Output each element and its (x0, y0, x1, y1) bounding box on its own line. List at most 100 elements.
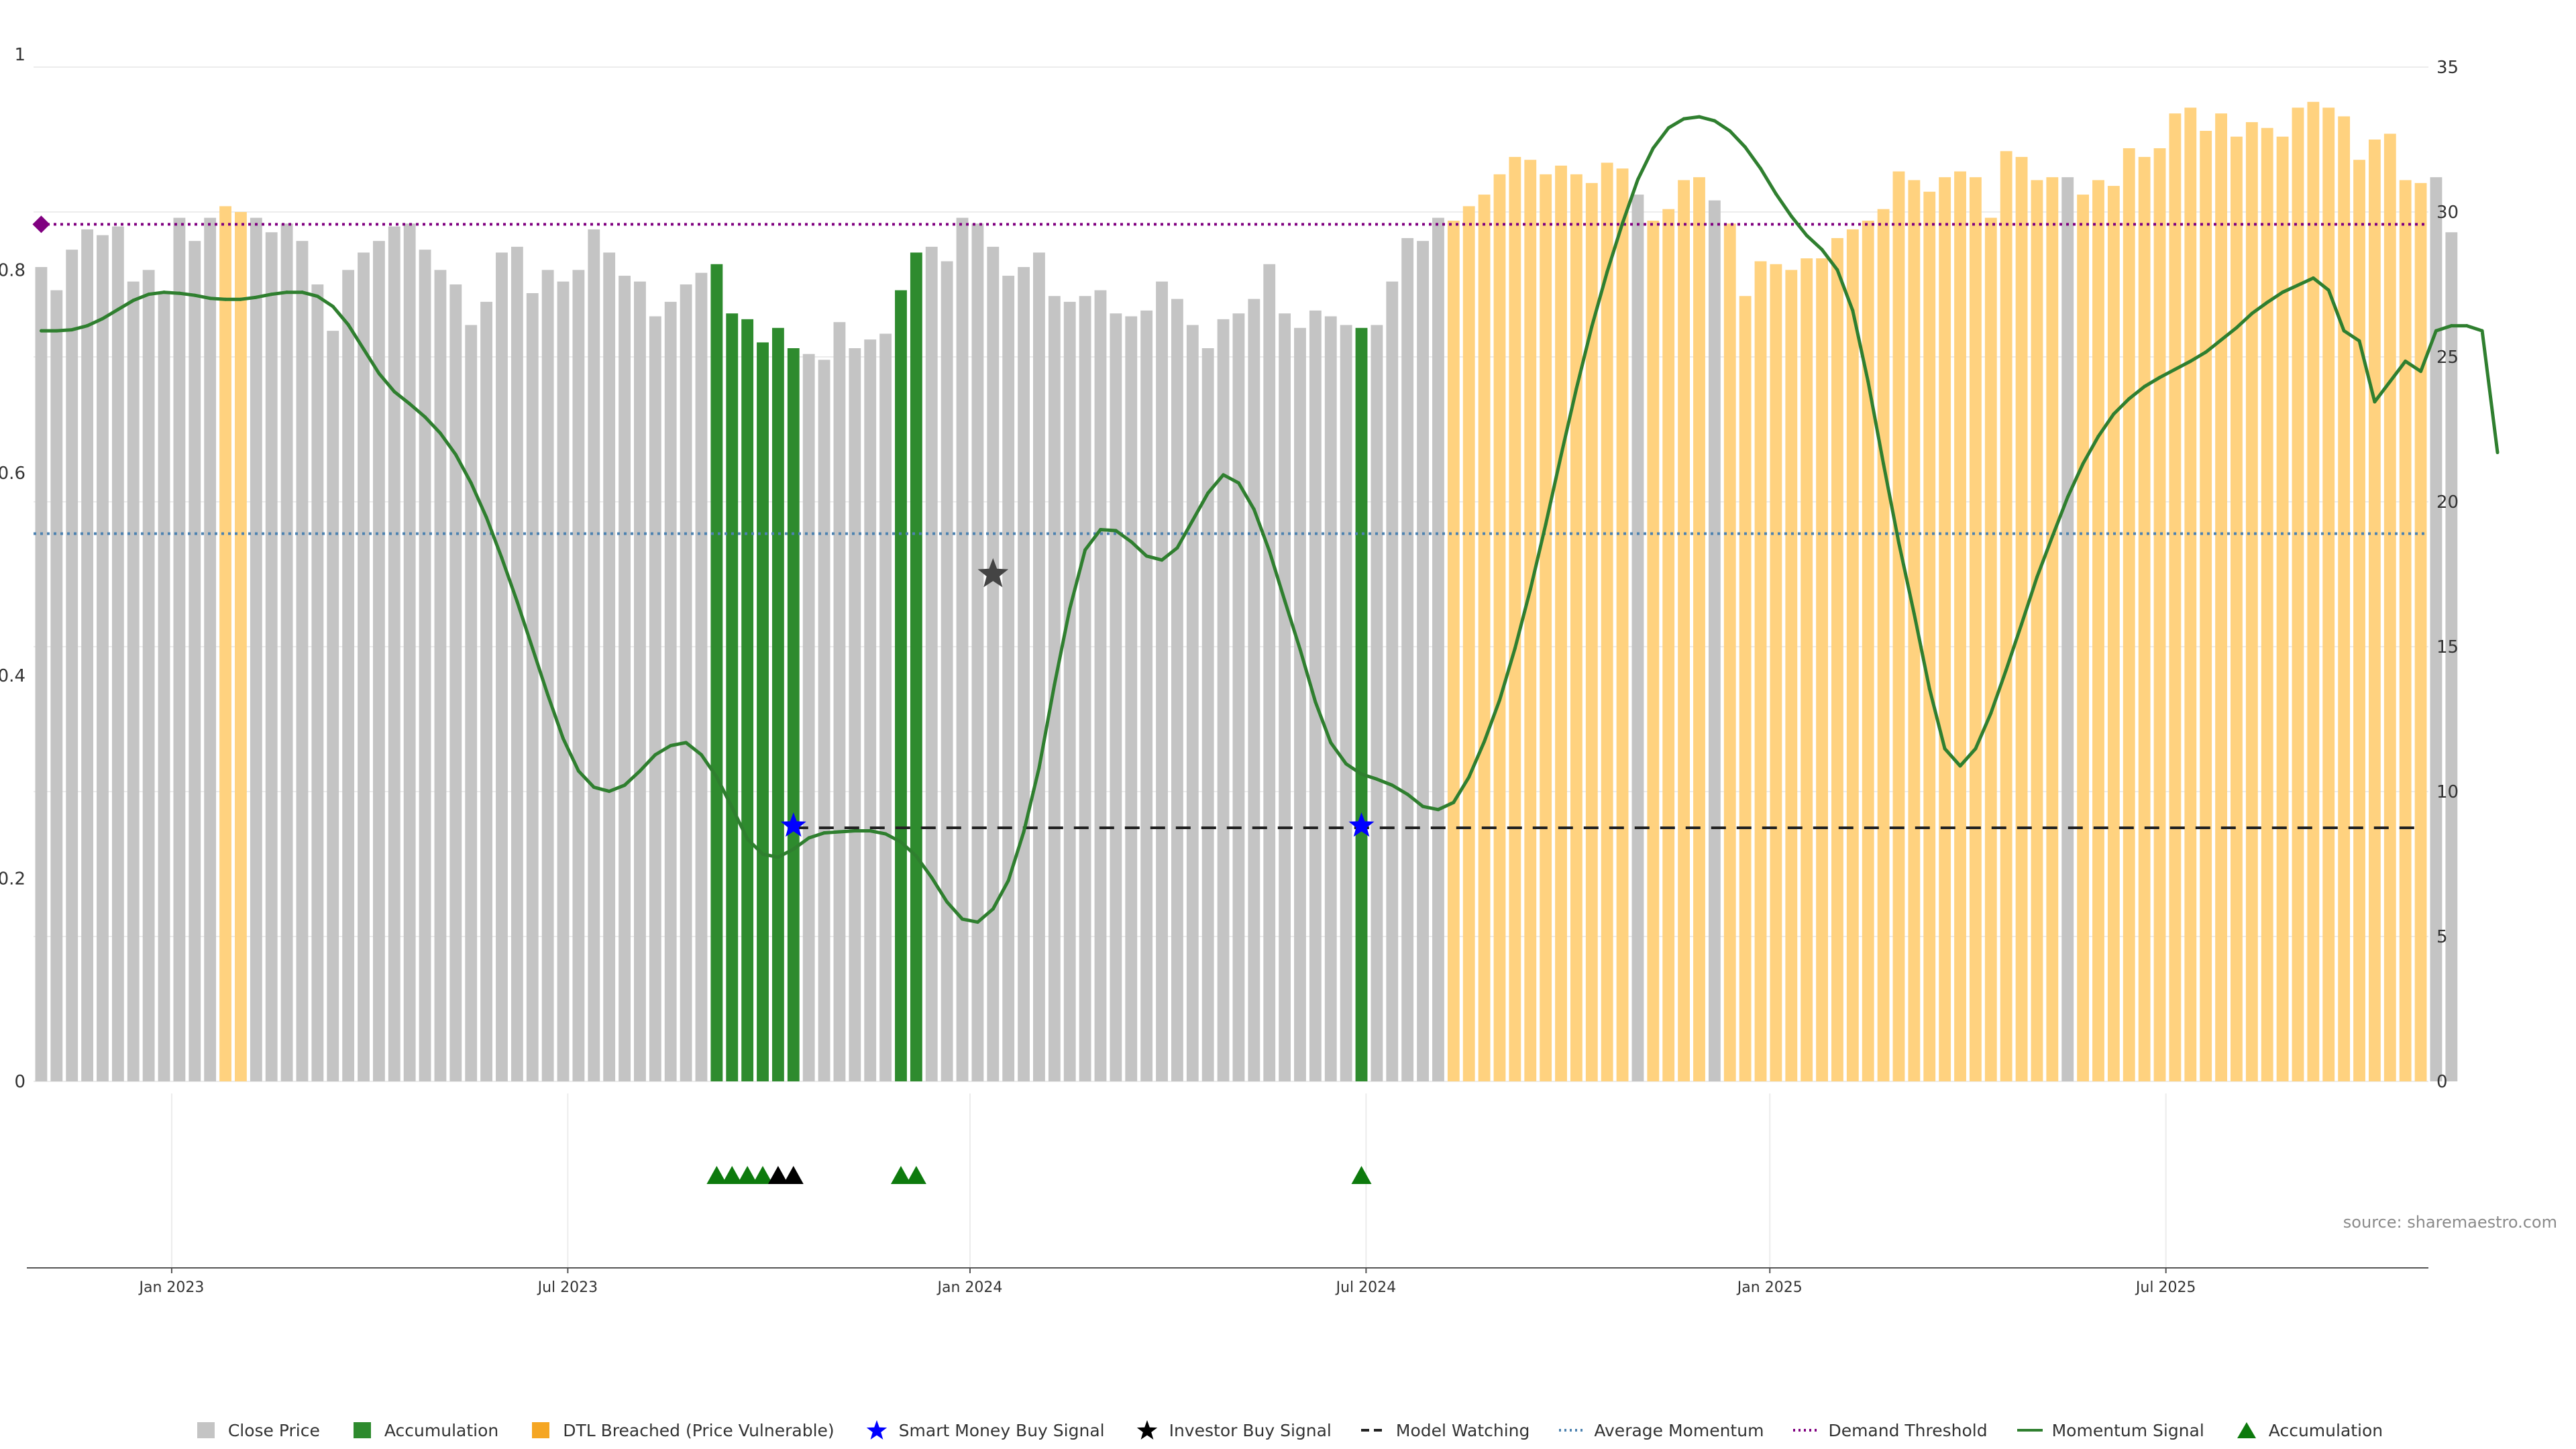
dtl-breached-bar (2322, 107, 2335, 1082)
momentum-point (1759, 166, 1763, 170)
momentum-point (2143, 384, 2147, 388)
momentum-point (1006, 879, 1010, 883)
momentum-point (1835, 268, 1839, 272)
momentum-point (147, 292, 151, 297)
close-price-bar (449, 284, 462, 1081)
close-price-bar (1371, 325, 1383, 1082)
momentum-point (1405, 792, 1409, 796)
right-tick-label: 25 (2436, 347, 2459, 368)
investor-buy-signal (977, 558, 1009, 588)
close-price-bar (465, 325, 478, 1082)
dtl-breached-bar (2184, 107, 2197, 1082)
momentum-point (899, 840, 903, 844)
close-price-bar (818, 360, 830, 1081)
close-price-bar (358, 252, 370, 1082)
momentum-point (2311, 276, 2315, 280)
close-price-bar (956, 217, 969, 1081)
momentum-point (961, 917, 965, 921)
momentum-point (1037, 766, 1041, 770)
legend-item: DTL Breached (Price Vulnerable) (528, 1420, 835, 1440)
legend-label: Momentum Signal (2051, 1420, 2204, 1440)
close-price-bar (127, 281, 140, 1082)
close-price-bar (296, 241, 309, 1082)
close-price-bar (664, 301, 677, 1081)
legend-item: Accumulation (350, 1420, 498, 1440)
momentum-point (1283, 598, 1287, 602)
accumulation-bar (910, 252, 922, 1082)
momentum-point (408, 402, 412, 406)
momentum-point (2173, 368, 2177, 372)
momentum-point (607, 790, 611, 794)
momentum-point (1483, 739, 1487, 743)
close-price-bar (1417, 241, 1429, 1082)
momentum-point (1805, 233, 1809, 237)
dtl-breached-bar (1447, 220, 1460, 1082)
star-shape (1136, 1420, 1157, 1440)
close-price-bar (833, 322, 846, 1081)
momentum-point (2496, 451, 2500, 455)
momentum-point (930, 875, 934, 879)
close-price-bar (1340, 325, 1352, 1082)
momentum-point (1344, 762, 1348, 766)
dtl-breached-bar (2383, 133, 2396, 1082)
legend-label: Model Watching (1395, 1420, 1530, 1440)
momentum-point (1789, 214, 1793, 218)
momentum-point (807, 836, 811, 840)
momentum-point (945, 900, 949, 904)
momentum-point (592, 786, 596, 790)
momentum-point (1329, 741, 1333, 745)
investor-marker (767, 1166, 788, 1184)
legend-item: Demand Threshold (1793, 1420, 1988, 1440)
momentum-point (1206, 491, 1210, 495)
momentum-point (2281, 290, 2285, 294)
dtl-breached-bar (2353, 160, 2365, 1082)
dtl-breached-bar (2123, 148, 2135, 1082)
star-icon (1136, 1420, 1157, 1440)
momentum-point (1528, 588, 1532, 592)
momentum-point (453, 453, 458, 457)
momentum-point (2065, 495, 2070, 499)
dtl-breached-bar (1846, 229, 1859, 1081)
close-price-bar (603, 252, 616, 1082)
right-tick-label: 35 (2436, 58, 2459, 78)
momentum-point (484, 515, 488, 519)
momentum-point (2204, 350, 2208, 354)
momentum-point (991, 907, 995, 911)
accumulation-bar (895, 290, 907, 1081)
momentum-point (546, 693, 550, 697)
momentum-point (1851, 309, 1855, 313)
momentum-point (2035, 576, 2039, 580)
close-price-bar (634, 281, 646, 1082)
momentum-point (2326, 288, 2330, 292)
accumulation-bar (710, 264, 723, 1081)
left-tick-label: 0 (14, 1072, 25, 1092)
x-tick-label: Jul 2025 (2135, 1279, 2196, 1296)
momentum-point (423, 415, 427, 419)
momentum-point (576, 769, 580, 773)
momentum-point (2158, 376, 2162, 380)
momentum-point (239, 297, 243, 301)
close-price-bar (1140, 310, 1153, 1081)
momentum-point (1559, 453, 1563, 458)
momentum-point (2081, 462, 2085, 466)
dtl-breached-bar (1908, 180, 1921, 1082)
x-tick-label: Jan 2023 (138, 1279, 205, 1296)
momentum-point (776, 855, 780, 859)
dtl-breached-bar (1877, 209, 1890, 1082)
accumulation-marker (737, 1166, 758, 1184)
dtl-breached-bar (2215, 113, 2227, 1081)
accumulation-bar (757, 342, 769, 1081)
close-price-bar (265, 232, 278, 1081)
close-price-bar (1171, 299, 1183, 1082)
momentum-point (1605, 270, 1609, 274)
accumulation-bar (741, 319, 754, 1082)
close-price-bar (2430, 177, 2443, 1081)
momentum-point (193, 293, 197, 297)
dtl-breached-bar (2077, 195, 2090, 1082)
momentum-point (669, 744, 673, 748)
close-price-bar (557, 281, 570, 1082)
momentum-point (792, 847, 796, 851)
momentum-point (377, 372, 381, 376)
close-price-bar (480, 301, 493, 1081)
momentum-point (362, 347, 366, 351)
